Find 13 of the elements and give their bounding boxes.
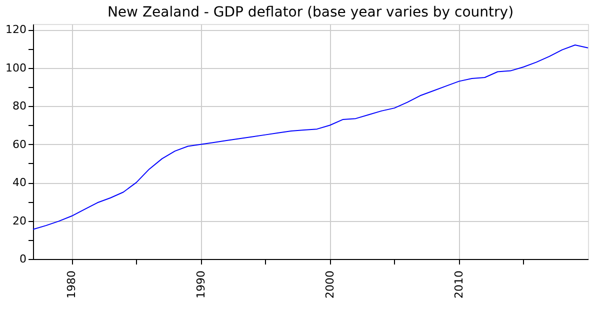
x-tick-label: 2010	[452, 270, 466, 298]
y-tick-label: 120	[6, 23, 26, 36]
y-tick-label: 40	[12, 176, 26, 190]
line-series	[32, 44, 588, 230]
chart-title: New Zealand - GDP deflator (base year varies by country)	[107, 4, 514, 21]
y-tick-label: 100	[6, 61, 26, 74]
x-tick-label: 2000	[323, 270, 336, 298]
y-tick-label: 60	[12, 138, 26, 151]
x-tick-label: 1980	[65, 270, 78, 298]
x-tick-label: 1990	[194, 270, 208, 298]
y-tick-label: 20	[12, 214, 26, 228]
y-tick-label: 80	[12, 100, 26, 113]
y-tick-label: 0	[20, 252, 26, 266]
